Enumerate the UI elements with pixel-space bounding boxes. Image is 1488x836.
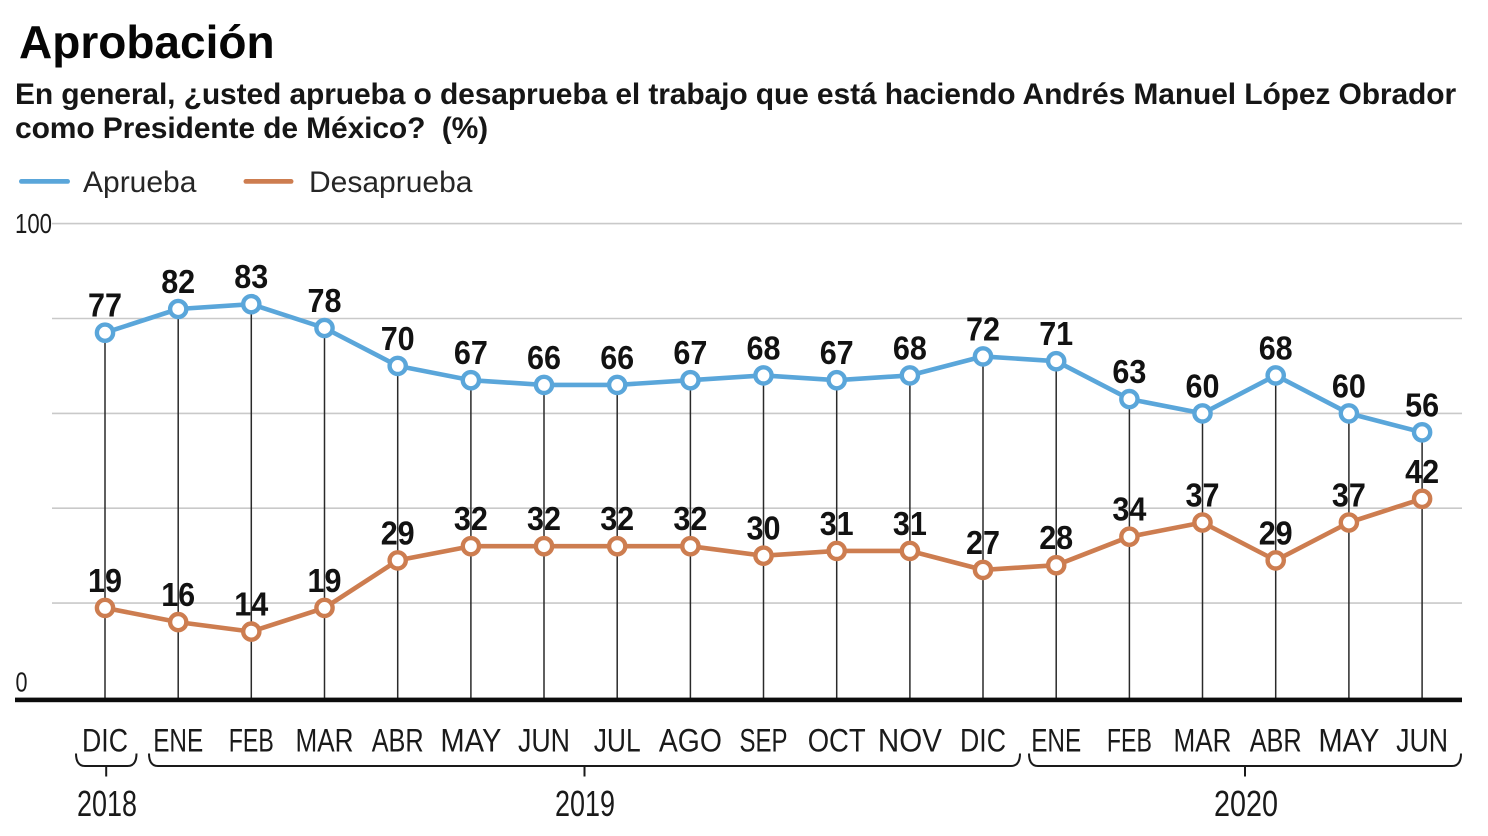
svg-text:37: 37 xyxy=(1186,477,1220,514)
svg-text:31: 31 xyxy=(893,505,927,542)
svg-text:2019: 2019 xyxy=(555,783,615,824)
svg-text:ENE: ENE xyxy=(153,723,203,759)
svg-text:ENE: ENE xyxy=(1031,723,1081,759)
svg-text:70: 70 xyxy=(381,320,415,357)
svg-text:30: 30 xyxy=(747,510,781,547)
svg-text:MAY: MAY xyxy=(440,723,501,759)
svg-text:100: 100 xyxy=(15,208,52,239)
svg-text:Aprueba: Aprueba xyxy=(83,166,197,199)
svg-text:66: 66 xyxy=(527,339,561,376)
svg-text:NOV: NOV xyxy=(878,723,943,759)
svg-text:JUL: JUL xyxy=(594,723,641,759)
svg-text:FEB: FEB xyxy=(1107,723,1152,759)
svg-text:2018: 2018 xyxy=(77,783,137,824)
svg-text:OCT: OCT xyxy=(808,723,866,759)
svg-text:68: 68 xyxy=(893,329,927,366)
svg-text:56: 56 xyxy=(1405,386,1439,423)
svg-text:2020: 2020 xyxy=(1214,783,1278,824)
svg-text:ABR: ABR xyxy=(1250,723,1302,759)
svg-text:19: 19 xyxy=(88,562,122,599)
svg-text:16: 16 xyxy=(161,576,195,613)
svg-text:60: 60 xyxy=(1332,367,1366,404)
svg-text:AGO: AGO xyxy=(659,723,722,759)
svg-text:29: 29 xyxy=(1259,514,1293,551)
svg-text:68: 68 xyxy=(1259,329,1293,366)
svg-text:FEB: FEB xyxy=(229,723,274,759)
svg-text:32: 32 xyxy=(454,500,488,537)
svg-text:34: 34 xyxy=(1112,491,1147,528)
svg-text:32: 32 xyxy=(527,500,561,537)
svg-text:83: 83 xyxy=(234,258,268,295)
svg-text:66: 66 xyxy=(600,339,634,376)
svg-text:SEP: SEP xyxy=(740,723,788,759)
svg-text:67: 67 xyxy=(820,334,854,371)
svg-text:32: 32 xyxy=(600,500,634,537)
svg-text:32: 32 xyxy=(673,500,707,537)
svg-text:27: 27 xyxy=(966,524,1000,561)
svg-text:31: 31 xyxy=(820,505,854,542)
svg-text:JUN: JUN xyxy=(1396,723,1448,759)
svg-text:68: 68 xyxy=(747,329,781,366)
svg-text:71: 71 xyxy=(1039,315,1073,352)
svg-text:0: 0 xyxy=(16,667,28,698)
svg-text:67: 67 xyxy=(454,334,488,371)
svg-text:78: 78 xyxy=(308,282,342,319)
svg-text:67: 67 xyxy=(673,334,707,371)
svg-text:MAR: MAR xyxy=(1174,723,1232,759)
svg-text:MAR: MAR xyxy=(296,723,354,759)
svg-text:DIC: DIC xyxy=(960,723,1006,759)
svg-text:19: 19 xyxy=(308,562,342,599)
svg-text:42: 42 xyxy=(1405,453,1439,490)
svg-text:72: 72 xyxy=(966,310,1000,347)
svg-text:60: 60 xyxy=(1186,367,1220,404)
svg-text:82: 82 xyxy=(161,263,195,300)
svg-text:37: 37 xyxy=(1332,477,1366,514)
svg-text:MAY: MAY xyxy=(1318,723,1379,759)
svg-text:JUN: JUN xyxy=(518,723,570,759)
svg-text:29: 29 xyxy=(381,514,415,551)
svg-text:63: 63 xyxy=(1112,353,1146,390)
svg-text:14: 14 xyxy=(234,586,269,623)
svg-text:DIC: DIC xyxy=(82,723,128,759)
svg-text:77: 77 xyxy=(88,287,122,324)
svg-text:ABR: ABR xyxy=(372,723,424,759)
svg-text:Desaprueba: Desaprueba xyxy=(309,166,473,199)
svg-text:28: 28 xyxy=(1039,519,1073,556)
